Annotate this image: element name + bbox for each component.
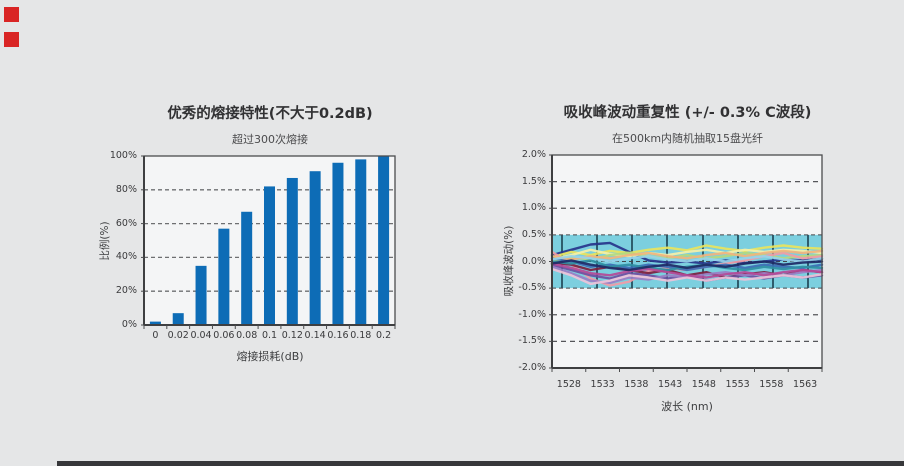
absorption-x-tick-label: 1528	[556, 379, 581, 390]
splice-y-tick-label: 20%	[115, 285, 137, 297]
splice-x-tick-label: 0.12	[281, 330, 303, 341]
absorption-chart-subtitle: 在500km内随机抽取15盘光纤	[611, 132, 764, 145]
splice-x-tick-label: 0.06	[213, 330, 235, 341]
fiber-trace-line	[550, 254, 824, 263]
absorption-chart-x-axis-title: 波长 (nm)	[661, 400, 713, 413]
fiber-trace-line	[550, 249, 824, 261]
absorption-x-tick-label: 1533	[590, 379, 615, 390]
splice-x-tick-label: 0.2	[376, 330, 392, 341]
absorption-x-tick-label: 1553	[725, 379, 750, 390]
absorption-y-tick-label: 1.5%	[521, 175, 546, 187]
fiber-trace-line	[550, 262, 824, 279]
splice-y-tick-label: 40%	[115, 251, 137, 263]
absorption-x-tick-label: 1563	[793, 379, 818, 390]
bar	[286, 177, 298, 325]
splice-y-tick-label: 100%	[109, 150, 137, 161]
bar	[241, 211, 253, 325]
absorption-y-tick-label: -0.5%	[518, 282, 546, 294]
splice-chart-title: 优秀的熔接特性(不大于0.2dB)	[167, 106, 373, 122]
splice-x-tick-label: 0.16	[327, 330, 349, 341]
splice-x-tick-label: 0.04	[190, 330, 212, 341]
bar	[149, 321, 161, 325]
bar	[309, 171, 321, 325]
absorption-y-tick-label: 0.5%	[521, 228, 546, 240]
absorption-y-tick-label: 2.0%	[521, 149, 546, 160]
splice-x-tick-label: 0.14	[304, 330, 326, 341]
splice-x-tick-label: 0.08	[236, 330, 258, 341]
splice-chart-subtitle: 超过300次熔接	[232, 133, 308, 146]
splice-chart-y-axis-title: 比例(%)	[99, 221, 111, 261]
bar	[218, 228, 230, 325]
absorption-y-tick-label: -1.5%	[518, 335, 546, 347]
red-accent-square-top	[4, 7, 19, 22]
absorption-x-tick-label: 1548	[691, 379, 716, 390]
splice-y-tick-label: 0%	[121, 319, 137, 330]
splice-y-tick-label: 60%	[115, 217, 137, 229]
fiber-trace-line	[550, 259, 824, 272]
splice-x-tick-label: 0.1	[261, 330, 278, 341]
bar	[355, 159, 367, 325]
absorption-y-tick-label: 1.0%	[521, 202, 546, 214]
splice-y-tick-label: 80%	[115, 183, 137, 195]
fiber-trace-line	[550, 267, 824, 286]
absorption-chart-plot-area	[549, 154, 824, 372]
absorption-chart-title: 吸收峰波动重复性 (+/- 0.3% C波段)	[563, 105, 812, 121]
footer-bar	[57, 461, 904, 466]
splice-x-tick-label: 0	[152, 330, 159, 341]
absorption-x-tick-label: 1543	[658, 379, 683, 390]
bar	[172, 313, 184, 325]
absorption-y-tick-label: -2.0%	[518, 362, 546, 373]
red-accent-square-bottom	[4, 32, 19, 47]
absorption-x-tick-label: 1538	[624, 379, 649, 390]
splice-chart-x-axis-title: 熔接损耗(dB)	[236, 350, 304, 363]
bar	[264, 186, 275, 325]
fiber-trace-line	[550, 244, 824, 259]
splice-x-tick-label: 0.18	[350, 330, 372, 341]
bar	[195, 265, 207, 325]
splice-chart-plot-area	[141, 155, 396, 329]
splice-x-tick-label: 0.02	[167, 330, 189, 341]
bar	[378, 156, 390, 325]
absorption-x-tick-label: 1558	[759, 379, 784, 390]
absorption-y-tick-label: -1.0%	[518, 308, 546, 320]
bar	[332, 162, 344, 325]
absorption-y-tick-label: 0.0%	[521, 255, 546, 267]
